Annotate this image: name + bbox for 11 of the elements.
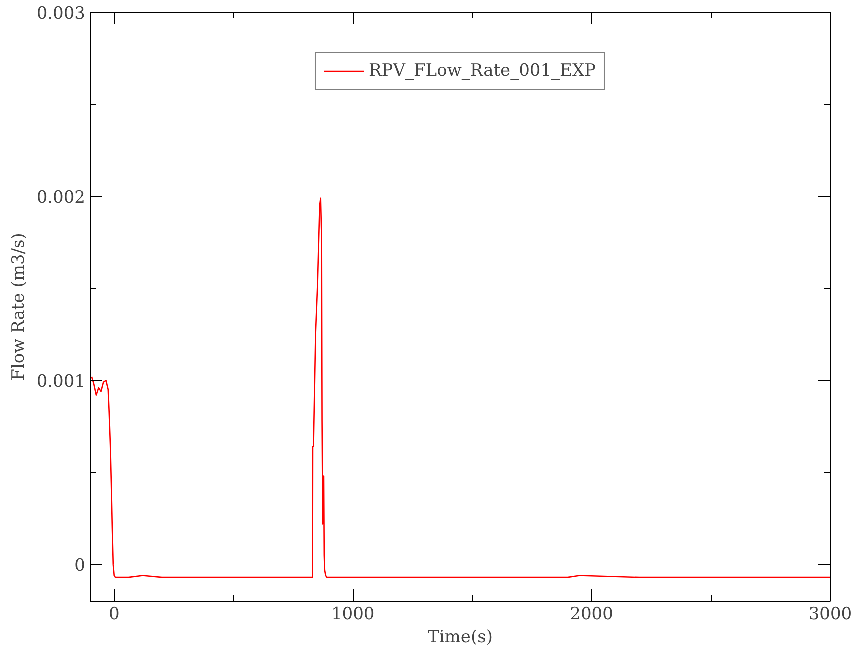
x-tick-label: 2000 [570,604,614,624]
x-tick-label: 1000 [331,604,375,624]
y-tick-label: 0.003 [36,4,86,24]
x-tick-label: 3000 [808,604,852,624]
y-axis-title: Flow Rate (m3/s) [8,233,29,381]
y-tick-label: 0.001 [36,372,86,392]
legend-label: RPV_FLow_Rate_001_EXP [368,61,596,81]
x-tick-label: 0 [108,604,120,624]
y-tick-label: 0 [74,556,86,576]
y-tick-label: 0.002 [36,188,86,208]
x-axis-title: Time(s) [428,628,493,648]
